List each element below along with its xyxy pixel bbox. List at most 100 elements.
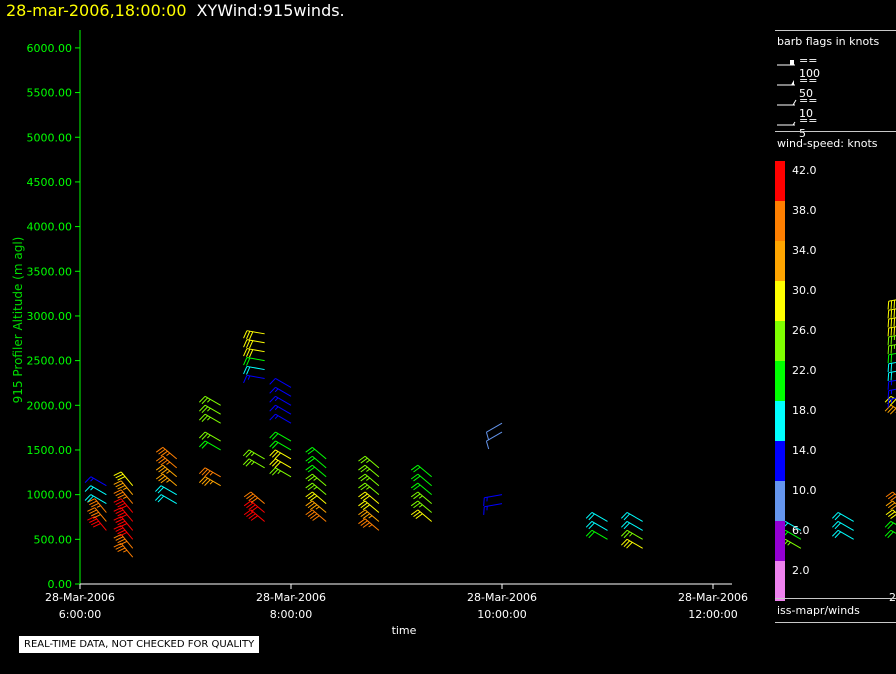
wind-profile: [113, 471, 134, 558]
wind-barb: [242, 449, 265, 460]
barb-full-flag: [269, 404, 276, 412]
barb-half-flag: [166, 479, 171, 483]
wind-barb: [410, 473, 432, 487]
barb-half-flag: [418, 504, 423, 508]
barb-full-flag: [155, 464, 164, 471]
barb-full-flag: [890, 514, 896, 519]
wind-barb: [831, 520, 854, 531]
barb-half-flag: [209, 471, 214, 476]
barb-half-flag: [166, 452, 171, 456]
data-source-label: iss-mapr/winds: [777, 604, 860, 617]
wind-barb: [113, 507, 134, 522]
wind-barb: [887, 335, 896, 346]
barb-full-flag: [246, 493, 254, 500]
barb-full-flag: [246, 366, 251, 375]
barb-full-flag: [362, 522, 371, 528]
barb-full-flag: [305, 446, 313, 453]
barb-half-flag: [123, 496, 128, 499]
wind-barb: [585, 529, 608, 540]
barb-full-flag: [271, 459, 279, 467]
barb-full-flag: [117, 538, 126, 544]
barb-full-flag: [160, 468, 168, 475]
barb-full-flag: [160, 477, 168, 484]
wind-barb: [585, 512, 608, 522]
barb-full-flag: [307, 493, 315, 500]
y-tick-label: 3000.00: [27, 310, 73, 323]
barb-full-flag: [887, 502, 896, 509]
barb-full-flag: [307, 457, 315, 464]
colorbar-swatch: [775, 441, 785, 481]
barb-full-flag: [483, 506, 485, 515]
barb-full-flag: [204, 479, 211, 486]
barb-full-flag: [885, 491, 893, 498]
barb-full-flag: [155, 455, 164, 462]
barb-full-flag: [588, 513, 595, 521]
barb-full-flag: [890, 372, 893, 381]
colorbar-swatch: [775, 521, 785, 561]
barb-full-flag: [243, 348, 248, 357]
wind-barb: [831, 529, 854, 540]
barb-half-flag: [207, 407, 211, 412]
barb-half-flag: [90, 486, 94, 491]
x-tick-label: 8:00:00: [270, 608, 312, 621]
barb-full-flag: [250, 515, 259, 521]
wind-barb: [243, 500, 265, 513]
barb-full-flag: [269, 440, 276, 448]
barb-full-flag: [360, 511, 368, 518]
barb-half-flag: [787, 541, 791, 546]
barb-flag-icon: [777, 99, 797, 106]
y-tick-label: 5500.00: [27, 87, 73, 100]
barb-full-flag: [117, 502, 126, 508]
wind-barb: [620, 538, 643, 549]
barb-half-flag: [123, 487, 128, 491]
barb-full-flag: [198, 395, 206, 403]
wind-barb: [887, 326, 896, 337]
barb-full-flag: [158, 475, 166, 482]
barb-full-flag: [271, 451, 279, 458]
title-date: 28-mar-2006,18:00:00: [6, 1, 187, 20]
x-tick-label: 28-Mar-2006: [45, 591, 115, 604]
wind-barb: [887, 344, 896, 355]
barb-full-flag: [887, 531, 894, 539]
barb-full-flag: [885, 500, 893, 507]
wind-barb: [358, 500, 380, 513]
barb-full-flag: [155, 494, 162, 501]
barb-flag-label: == 50: [799, 74, 818, 100]
barb-full-flag: [113, 542, 122, 548]
barb-full-flag: [117, 529, 126, 535]
barb-full-flag: [360, 466, 368, 473]
legend-divider: [775, 598, 896, 599]
barb-full-flag: [117, 547, 126, 553]
chart-title: 28-mar-2006,18:00:00 XYWind:915winds.: [6, 1, 345, 23]
wind-barb: [269, 440, 292, 451]
colorbar-label: 2.0: [792, 564, 810, 577]
barb-full-flag: [585, 521, 593, 528]
wind-barb: [113, 542, 134, 558]
barb-full-flag: [155, 446, 164, 453]
barb-full-flag: [250, 497, 259, 504]
barb-half-flag: [274, 397, 279, 402]
wind-barb: [269, 386, 292, 397]
y-tick-label: 1000.00: [27, 489, 73, 502]
wind-barb: [358, 482, 380, 496]
barb-full-flag: [358, 473, 366, 480]
barb-full-flag: [158, 457, 166, 464]
barb-flag-mark: [790, 60, 794, 65]
barb-full-flag: [312, 515, 320, 521]
barb-full-flag: [310, 504, 318, 511]
wind-barb: [884, 529, 896, 539]
barb-full-flag: [89, 509, 97, 515]
wind-barb: [620, 512, 643, 522]
barb-flag-mark: [791, 80, 794, 85]
barb-full-flag: [115, 509, 124, 515]
barb-full-flag: [271, 468, 279, 476]
barb-half-flag: [366, 468, 371, 472]
barb-full-flag: [887, 319, 890, 328]
barb-full-flag: [157, 495, 165, 503]
barb-half-flag: [274, 406, 279, 411]
wind-barb: [84, 485, 107, 496]
wind-barb: [198, 431, 221, 442]
wind-barb: [410, 482, 432, 496]
barb-full-flag: [117, 476, 126, 481]
barb-half-flag: [207, 434, 211, 439]
